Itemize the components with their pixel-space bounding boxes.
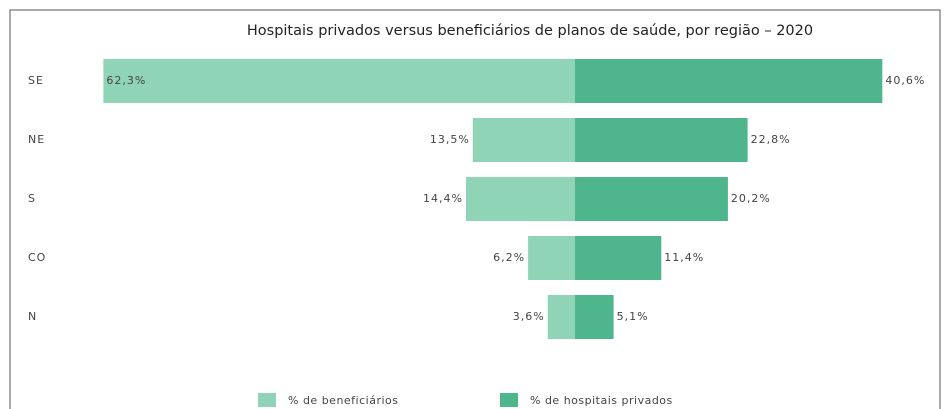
bar	[547, 295, 575, 339]
bar	[472, 118, 575, 162]
bar	[528, 236, 575, 280]
value-label: 11,4%	[664, 251, 704, 264]
value-label: 20,2%	[731, 192, 771, 205]
bar	[575, 177, 728, 221]
value-label: 40,6%	[885, 74, 925, 87]
value-label: 14,4%	[423, 192, 463, 205]
bar	[103, 59, 575, 103]
value-label: 6,2%	[493, 251, 525, 264]
category-label: NE	[28, 133, 45, 146]
value-label: 5,1%	[617, 310, 649, 323]
value-label: 22,8%	[751, 133, 791, 146]
legend-label: % de hospitais privados	[530, 394, 673, 407]
legend-label: % de beneficiários	[288, 394, 399, 407]
bar	[575, 236, 662, 280]
chart-title: Hospitais privados versus beneficiários …	[247, 23, 813, 39]
category-label: S	[28, 192, 36, 205]
value-label: 62,3%	[106, 74, 146, 87]
value-label: 13,5%	[430, 133, 470, 146]
frame	[9, 9, 941, 409]
bar	[575, 295, 614, 339]
category-label: SE	[28, 74, 44, 87]
value-label: 3,6%	[513, 310, 545, 323]
bar	[575, 118, 748, 162]
legend-swatch	[500, 393, 518, 407]
bar	[465, 177, 575, 221]
category-label: N	[28, 310, 37, 323]
bar	[575, 59, 883, 103]
legend-swatch	[258, 393, 276, 407]
category-label: CO	[28, 251, 46, 264]
